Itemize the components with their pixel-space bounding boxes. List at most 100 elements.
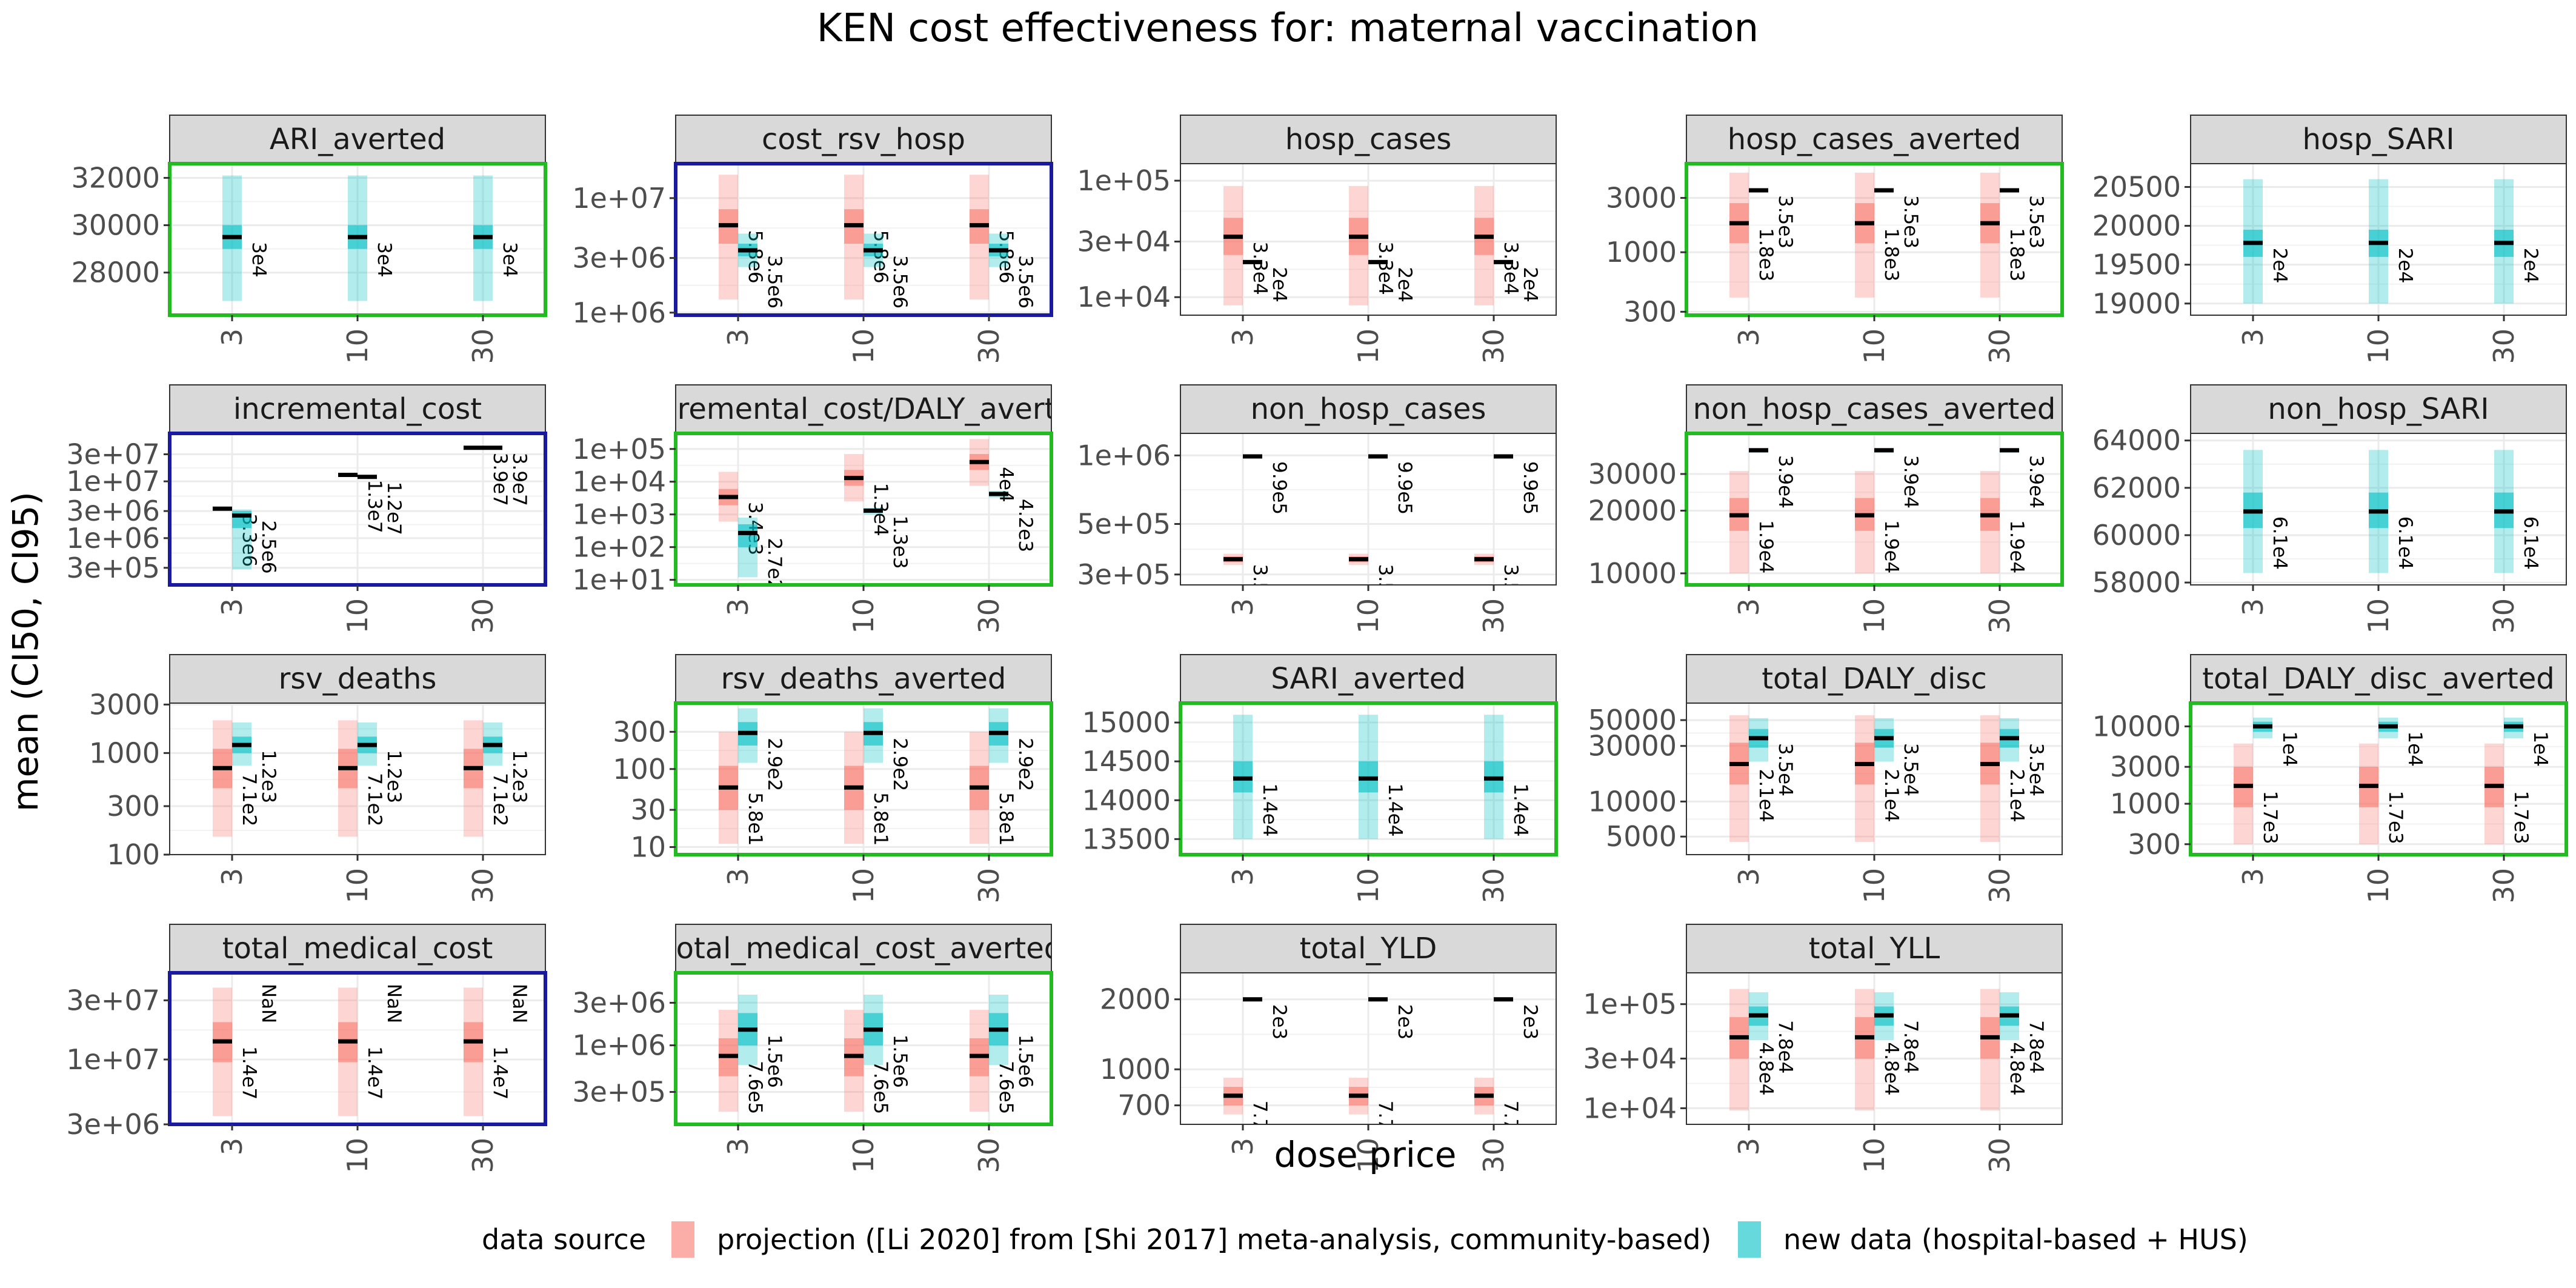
x-tick-label: 3 [1732, 868, 1765, 886]
new-value-label: 3.9e4 [2025, 455, 2047, 509]
projection-value-label: 1.7e3 [2385, 791, 2406, 844]
y-tick-label: 1e+06 [1077, 439, 1171, 472]
x-tick-label: 10 [2362, 868, 2395, 904]
new-value-label: 2e4 [1519, 267, 1541, 302]
projection-value-label: 1.8e3 [2006, 228, 2028, 281]
y-tick-label: 1e+02 [572, 531, 666, 564]
y-tick-label: 3e+05 [1077, 558, 1171, 591]
projection-value-label: 3.9e7 [489, 453, 511, 506]
x-tick-label: 10 [1858, 868, 1891, 904]
projection-value-label: 7.1e2 [238, 773, 260, 826]
new-value-label: 1.5e6 [764, 1035, 785, 1088]
new-value-label: 3.9e4 [1900, 455, 1922, 509]
x-tick-label: 10 [847, 868, 880, 904]
legend-key-projection [671, 1221, 694, 1258]
y-tick-label: 3e+06 [66, 1108, 160, 1141]
x-tick-label: 3 [216, 1138, 248, 1155]
new-value-label: 3e4 [248, 242, 270, 278]
x-tick-label: 10 [847, 329, 880, 364]
facet-strip [1180, 924, 1557, 973]
facet-content: 3.5e5 3.5e5 3.5e5 9.9e5 9.9e5 9.9e5 [1180, 433, 1556, 618]
y-tick-label: 3e+06 [66, 495, 160, 527]
x-tick-label: 3 [1732, 598, 1765, 616]
y-tick-label: 3e+04 [1077, 225, 1171, 258]
y-tick-label: 1000 [2110, 787, 2181, 820]
new-value-label: 7.8e4 [1774, 1020, 1796, 1073]
projection-value-label: 3.3e4 [1249, 242, 1271, 295]
projection-value-label: 4.8e4 [1880, 1042, 1902, 1095]
y-tick-label: 1e+07 [572, 182, 666, 215]
facet-title: incremental_cost/DALY_averted [635, 392, 1093, 426]
facet-strip [1686, 924, 2063, 973]
new-value-label: 3.5e4 [2025, 743, 2047, 796]
projection-value-label: 1.4e7 [489, 1046, 511, 1099]
x-tick-label: 3 [1732, 329, 1765, 346]
new-value-label: 7.8e4 [1900, 1020, 1922, 1073]
new-value-label: 1.3e3 [889, 516, 911, 569]
projection-value-label: 1.7e3 [2510, 791, 2532, 844]
x-tick-label: 10 [1858, 1138, 1891, 1173]
y-tick-label: 1000 [1100, 1053, 1171, 1086]
y-tick-label: 3e+07 [66, 438, 160, 470]
y-tick-label: 1e+06 [572, 296, 666, 329]
facet-strip [2190, 654, 2567, 704]
y-tick-label: 20000 [2092, 210, 2181, 242]
x-tick-label: 3 [722, 329, 754, 346]
y-tick-label: 3e+06 [572, 242, 666, 275]
projection-value-label: 5.8e6 [995, 230, 1017, 284]
x-tick-label: 3 [1226, 868, 1259, 886]
projection-value-label: 1.4e7 [364, 1046, 385, 1099]
facet-title: hosp_cases_averted [1728, 122, 2022, 156]
legend-label-projection: projection ([Li 2020] from [Shi 2017] me… [717, 1223, 1711, 1256]
new-ci50-bar [738, 524, 757, 547]
projection-value-label: 7.1e2 [364, 773, 385, 826]
x-tick-label: 3 [216, 868, 248, 886]
x-tick-label: 10 [1352, 868, 1385, 904]
new-value-label: 2e4 [1268, 267, 1290, 302]
facet-title: rsv_deaths [279, 662, 437, 696]
facet-title: hosp_SARI [2303, 122, 2455, 156]
facet-content: 1.4e4 1.4e4 1.4e4 [1180, 703, 1556, 855]
y-tick-label: 20000 [1588, 494, 1677, 527]
new-value-label: 2.5e6 [258, 521, 279, 574]
projection-value-label: 3.3e4 [1500, 242, 1522, 295]
y-tick-label: 5e+05 [1077, 507, 1171, 540]
projection-value-label: 1.8e3 [1755, 228, 1777, 281]
projection-value-label: 5.8e1 [995, 792, 1017, 846]
chart-title: KEN cost effectiveness for: maternal vac… [817, 6, 1759, 51]
projection-value-label: 7.7e2 [1374, 1101, 1396, 1154]
facet-title: total_DALY_disc_averted [2202, 662, 2555, 696]
new-value-label: 3.5e6 [764, 255, 785, 309]
y-tick-label: 10000 [2092, 710, 2181, 742]
x-tick-label: 30 [2488, 868, 2520, 904]
facet-total_YLD: total_YLD 7.7e2 7.7e2 7.7e2 2e3 2e3 2e3 7001000… [1100, 924, 1557, 1173]
facet-content: 3e4 3e4 3e4 [170, 164, 545, 315]
projection-value-label: 3.5e5 [1249, 564, 1271, 618]
x-tick-label: 30 [1477, 598, 1510, 634]
facet-title: non_hosp_cases_averted [1693, 392, 2056, 426]
y-tick-label: 3e+05 [66, 552, 160, 584]
x-tick-label: 30 [973, 598, 1005, 634]
y-tick-label: 3000 [2110, 750, 2181, 783]
facet-total_medical_cost_averted: total_medical_cost_averted 7.6e5 7.6e5 7.6e… [572, 924, 1053, 1173]
projection-value-label: 5.8e6 [870, 230, 891, 284]
facet-strip [1180, 654, 1557, 704]
facet-content: 1.9e4 1.9e4 1.9e4 3.9e4 3.9e4 3.9e4 [1686, 433, 2062, 585]
new-value-label: 3.5e6 [1014, 255, 1036, 309]
projection-value-label: 1.3e7 [364, 479, 385, 533]
projection-value-label: 1.9e4 [1755, 520, 1777, 573]
y-tick-label: 30000 [1588, 458, 1677, 490]
facet-incremental_cost: incremental_cost3.3e61.3e73.9e72.5e61.2e… [66, 384, 547, 634]
projection-value-label: 3.3e4 [1374, 242, 1396, 295]
new-value-label: 1e4 [2529, 731, 2551, 767]
y-tick-label: 10000 [1588, 785, 1677, 818]
